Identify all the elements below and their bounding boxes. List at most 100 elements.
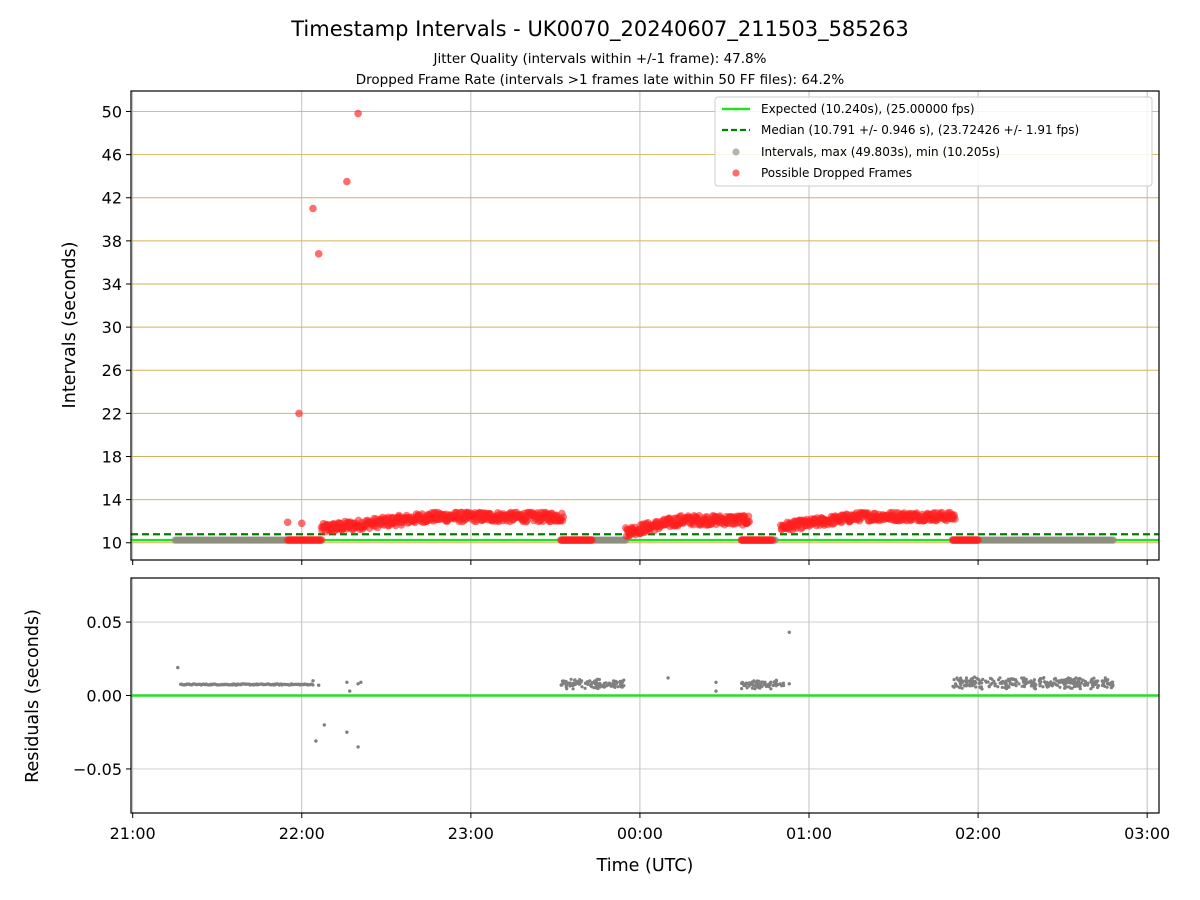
residual-point: [1069, 686, 1073, 690]
legend-median-label: Median (10.791 +/- 0.946 s), (23.72426 +…: [761, 123, 1079, 137]
residual-point: [965, 681, 969, 685]
time-x-tick-label: 22:00: [279, 824, 325, 843]
residual-point: [613, 683, 617, 688]
residual-point: [763, 680, 767, 684]
residual-point: [1020, 676, 1024, 680]
residual-point: [1076, 679, 1081, 684]
residual-point: [1083, 679, 1087, 684]
residual-point: [987, 684, 991, 688]
time-x-tick-label: 01:00: [786, 824, 832, 843]
residual-point: [311, 679, 315, 683]
residual-point: [958, 679, 962, 683]
intervals-y-tick-label: 26: [102, 361, 122, 380]
residuals-points: [176, 630, 1115, 749]
residual-point: [356, 745, 360, 749]
dropped-frame-point: [974, 536, 982, 544]
residual-point: [964, 684, 969, 688]
residual-point: [1041, 685, 1045, 689]
legend-box: [714, 96, 1153, 187]
residual-point: [595, 678, 599, 682]
residual-point: [1058, 685, 1062, 689]
residual-point: [314, 739, 318, 743]
intervals-y-tick-label: 22: [102, 404, 122, 423]
residual-point: [957, 685, 962, 690]
time-x-tick-label: 00:00: [617, 824, 663, 843]
residual-point: [787, 682, 791, 686]
residual-point: [1047, 684, 1051, 688]
residual-point: [1090, 677, 1094, 681]
residual-point: [1089, 680, 1093, 684]
residual-point: [1063, 682, 1067, 686]
residual-point: [990, 681, 994, 685]
residual-point: [619, 680, 623, 684]
residual-point: [1072, 681, 1076, 685]
residual-point: [969, 682, 973, 687]
residuals-y-tick-label: 0.00: [86, 687, 122, 706]
figure-title: Timestamp Intervals - UK0070_20240607_21…: [290, 17, 909, 42]
residual-point: [746, 681, 750, 685]
legend-dropped-swatch: [732, 169, 740, 177]
residual-point: [1053, 676, 1057, 681]
time-x-tick-label: 03:00: [1124, 824, 1170, 843]
residual-point: [976, 677, 981, 682]
residual-point: [970, 680, 974, 684]
residual-point: [953, 682, 958, 686]
residual-point: [1049, 683, 1053, 687]
time-x-tick-label: 21:00: [110, 824, 156, 843]
residual-point: [317, 683, 321, 687]
residual-point: [1060, 678, 1064, 682]
residual-point: [972, 675, 977, 679]
residual-point: [740, 681, 744, 686]
residual-point: [1093, 680, 1098, 684]
residual-point: [1092, 682, 1096, 687]
dropped-frame-point: [588, 536, 596, 544]
residual-point: [997, 678, 1001, 682]
residual-point: [993, 682, 997, 686]
residual-point: [1065, 679, 1069, 683]
dropped-frame-point: [745, 517, 753, 526]
intervals-panel: 10 14 18 22 26 30 34 38 42 46 50 Intervals (second…: [60, 90, 1160, 565]
residual-point: [981, 677, 985, 682]
residual-point: [996, 685, 1000, 689]
intervals-legend: Expected (10.240s), (25.00000 fps) Media…: [714, 96, 1153, 187]
residuals-y-tick-label: 0.05: [86, 613, 122, 632]
residual-point: [1008, 682, 1012, 686]
dropped-frame-outlier: [309, 204, 317, 213]
residual-point: [575, 680, 580, 684]
residuals-ticks: 0.05 0.00 −0.05 21:00 22:00 23:00 00:00 01:00 02…: [73, 613, 1170, 843]
residual-point: [1015, 680, 1019, 684]
residual-point: [1031, 684, 1035, 688]
residual-point: [1004, 681, 1008, 686]
intervals-axes-frame: [130, 90, 1160, 561]
residual-point: [1069, 680, 1073, 684]
residual-point: [359, 680, 363, 684]
intervals-y-tick-label: 46: [102, 146, 122, 165]
residual-point: [573, 678, 577, 682]
residual-point: [952, 685, 956, 689]
dropped-frame-outlier: [314, 250, 323, 258]
residual-point: [1064, 685, 1068, 689]
residual-point: [768, 683, 772, 687]
residual-point: [1052, 681, 1056, 686]
residual-point: [971, 682, 976, 686]
residual-point: [753, 687, 757, 691]
residual-point: [773, 681, 777, 686]
residual-point: [750, 686, 755, 690]
residual-point: [1055, 683, 1059, 687]
residual-point: [345, 680, 349, 684]
dropped-frame-point: [317, 536, 326, 544]
dropped-frame-outlier: [298, 519, 306, 528]
residual-point: [594, 684, 598, 688]
time-x-tick-label: 23:00: [448, 824, 494, 843]
residual-point: [176, 665, 180, 670]
residual-point: [1089, 687, 1093, 691]
residual-point: [564, 685, 568, 689]
residual-point: [1068, 677, 1072, 681]
residual-point: [1103, 684, 1107, 689]
figure-subtitle-dropped: Dropped Frame Rate (intervals >1 frames …: [356, 72, 845, 88]
intervals-y-tick-label: 14: [102, 491, 122, 510]
residual-point: [616, 685, 620, 689]
residual-point: [980, 687, 984, 691]
residual-point: [1000, 685, 1004, 690]
residual-point: [714, 689, 718, 693]
